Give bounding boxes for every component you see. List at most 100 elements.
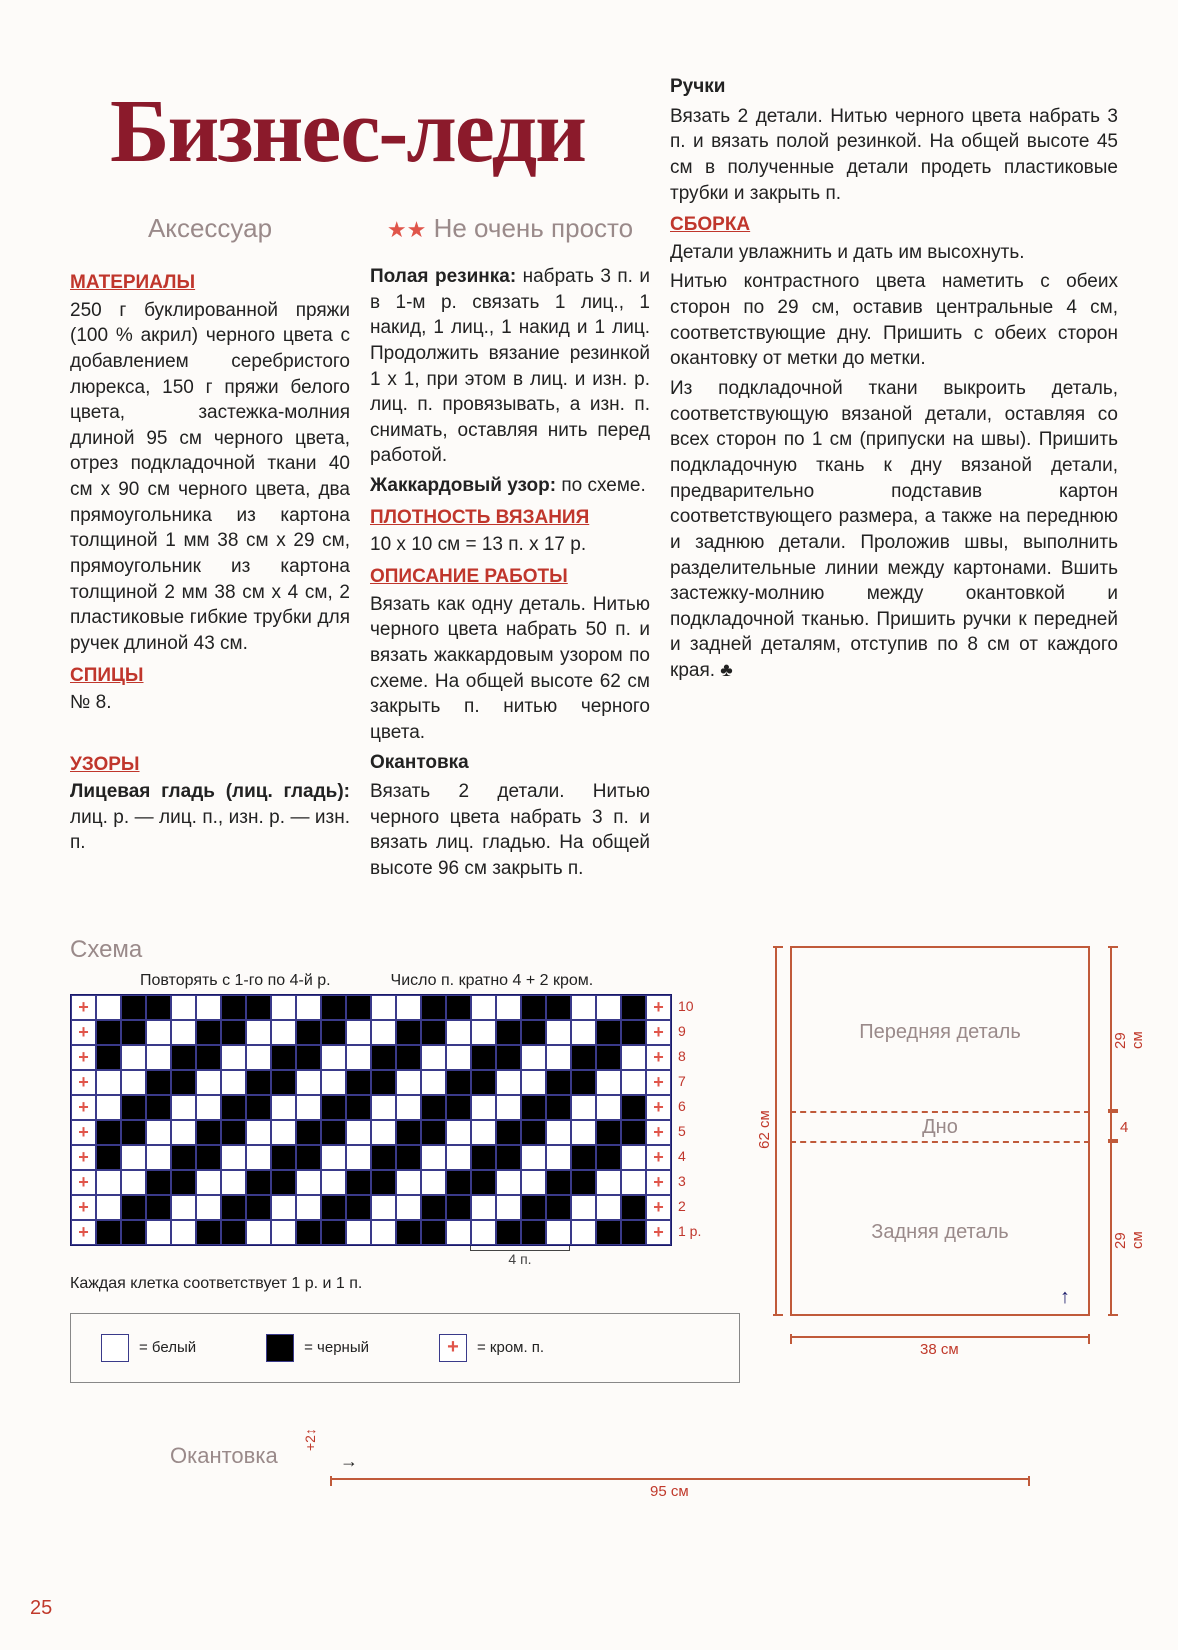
chart-cell: [146, 1095, 171, 1120]
chart-cell: [246, 1070, 271, 1095]
chart-cell: [171, 995, 196, 1020]
chart-cell: [421, 1170, 446, 1195]
chart-cell: +: [646, 1095, 671, 1120]
needles-heading: СПИЦЫ: [70, 663, 350, 689]
row-number: 9: [678, 1019, 701, 1044]
materials-heading: МАТЕРИАЛЫ: [70, 270, 350, 296]
chart-cell: [621, 995, 646, 1020]
chart-cell: +: [646, 995, 671, 1020]
chart-cell: [371, 1120, 396, 1145]
chart-cell: [121, 1195, 146, 1220]
chart-cell: [271, 1195, 296, 1220]
chart-cell: +: [646, 1045, 671, 1070]
chart-cell: [271, 995, 296, 1020]
chart-cell: [221, 1170, 246, 1195]
edging-label: Окантовка: [370, 750, 650, 776]
handles-text: Вязать 2 детали. Нитью черного цвета наб…: [670, 104, 1118, 207]
schema-note: Каждая клетка соответствует 1 р. и 1 п.: [70, 1275, 740, 1293]
chart-cell: [521, 1220, 546, 1245]
chart-cell: [196, 1070, 221, 1095]
chart-cell: [196, 995, 221, 1020]
chart-cell: +: [646, 1195, 671, 1220]
edging-diagram: Окантовка +2↕ → 95 см: [70, 1443, 1118, 1503]
edge-swatch: +: [439, 1334, 467, 1362]
chart-cell: [96, 1020, 121, 1045]
chart-cell: [121, 1220, 146, 1245]
chart-cell: [321, 1220, 346, 1245]
patterns-heading: УЗОРЫ: [70, 752, 350, 778]
chart-cell: [196, 1145, 221, 1170]
chart-cell: +: [646, 1120, 671, 1145]
chart-cell: [121, 995, 146, 1020]
chart-cell: [546, 995, 571, 1020]
edging-dim-long: 95 см: [650, 1483, 689, 1500]
chart-cell: [296, 1145, 321, 1170]
chart-cell: [621, 1195, 646, 1220]
knitting-chart: ++++++++++++++++++++: [70, 994, 672, 1246]
page-number: 25: [30, 1597, 52, 1620]
chart-cell: +: [646, 1145, 671, 1170]
chart-cell: [246, 1145, 271, 1170]
chart-cell: [221, 1145, 246, 1170]
chart-cell: [396, 1095, 421, 1120]
chart-cell: [196, 1120, 221, 1145]
chart-cell: [471, 1045, 496, 1070]
schema-top-labels: Повторять с 1-го по 4-й р. Число п. крат…: [140, 972, 740, 990]
black-swatch: [266, 1334, 294, 1362]
chart-cell: [271, 1145, 296, 1170]
chart-cell: [96, 1195, 121, 1220]
chart-cell: [371, 1195, 396, 1220]
chart-cell: [596, 1170, 621, 1195]
chart-cell: [146, 995, 171, 1020]
chart-cell: [321, 1195, 346, 1220]
chart-cell: +: [646, 1070, 671, 1095]
chart-cell: [146, 1045, 171, 1070]
chart-cell: [321, 1045, 346, 1070]
chart-cell: [521, 1045, 546, 1070]
chart-cell: [196, 1195, 221, 1220]
chart-cell: [521, 1095, 546, 1120]
chart-cell: [346, 1070, 371, 1095]
chart-cell: [296, 1170, 321, 1195]
chart-cell: [496, 1095, 521, 1120]
chart-cell: +: [71, 1095, 96, 1120]
white-swatch: [101, 1334, 129, 1362]
chart-cell: [571, 1020, 596, 1045]
chart-cell: [421, 995, 446, 1020]
chart-cell: [296, 1045, 321, 1070]
chart-cell: [546, 1095, 571, 1120]
chart-cell: [471, 1020, 496, 1045]
chart-cell: [496, 1020, 521, 1045]
chart-cell: [271, 1120, 296, 1145]
chart-cell: [421, 1070, 446, 1095]
chart-cell: [471, 1145, 496, 1170]
chart-cell: [496, 995, 521, 1020]
chart-cell: [421, 1020, 446, 1045]
chart-cell: [146, 1070, 171, 1095]
chart-cell: [346, 1195, 371, 1220]
chart-cell: [596, 1195, 621, 1220]
chart-cell: [96, 1220, 121, 1245]
chart-cell: [421, 1095, 446, 1120]
chart-cell: [221, 1020, 246, 1045]
chart-cell: [421, 1195, 446, 1220]
chart-cell: [471, 1195, 496, 1220]
chart-cell: [596, 1095, 621, 1120]
assembly-heading: СБОРКА: [670, 212, 1118, 238]
chart-cell: [471, 1170, 496, 1195]
chart-cell: [496, 1045, 521, 1070]
chart-cell: +: [71, 1195, 96, 1220]
chart-cell: [396, 995, 421, 1020]
chart-cell: +: [71, 1120, 96, 1145]
chart-cell: [171, 1120, 196, 1145]
chart-cell: [371, 1020, 396, 1045]
chart-cell: [171, 1195, 196, 1220]
chart-cell: [346, 1120, 371, 1145]
chart-cell: [396, 1120, 421, 1145]
chart-cell: [571, 1170, 596, 1195]
chart-cell: [371, 1220, 396, 1245]
chart-cell: [296, 1195, 321, 1220]
chart-cell: [221, 1195, 246, 1220]
chart-cell: [121, 1070, 146, 1095]
chart-cell: [521, 1120, 546, 1145]
